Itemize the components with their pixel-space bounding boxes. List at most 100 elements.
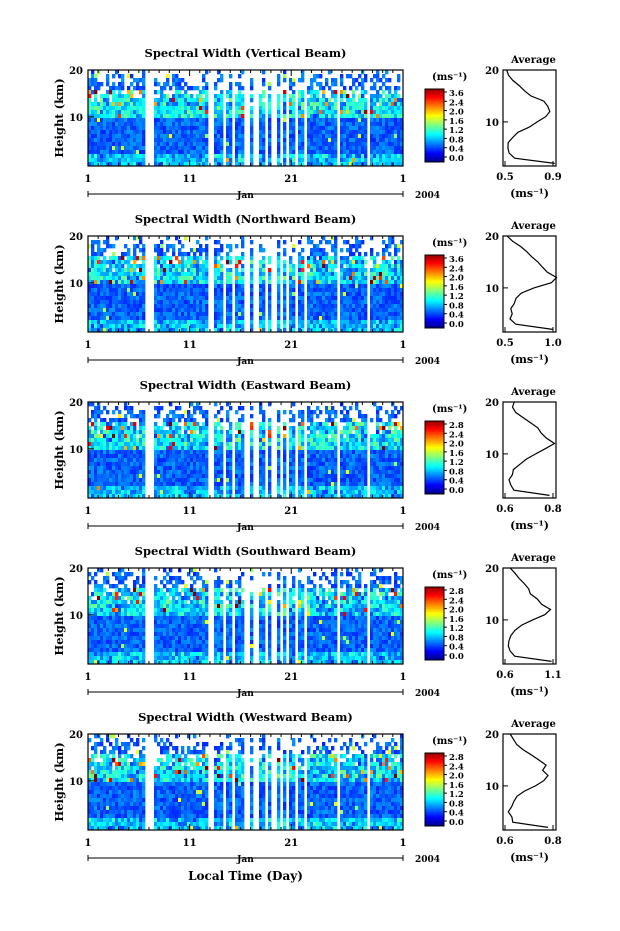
heatmap-cell	[190, 264, 194, 269]
heatmap-cell	[142, 324, 146, 329]
heatmap-cell	[118, 90, 122, 95]
heatmap-cell	[193, 466, 197, 471]
colorbar-segment	[425, 269, 444, 272]
heatmap-cell	[178, 324, 182, 329]
heatmap-cell	[115, 300, 119, 305]
heatmap-cell	[331, 82, 335, 87]
heatmap-cell	[109, 308, 113, 313]
heatmap-cell	[292, 130, 296, 135]
heatmap-cell	[157, 426, 161, 431]
heatmap-cell	[301, 272, 305, 277]
heatmap-cell	[298, 296, 302, 301]
heatmap-cell	[370, 122, 374, 127]
heatmap-cell	[382, 150, 386, 155]
heatmap-cell	[160, 450, 164, 455]
heatmap-cell	[196, 86, 200, 91]
heatmap-cell	[388, 158, 392, 163]
heatmap-cell	[88, 402, 92, 407]
heatmap-cell	[214, 154, 218, 159]
heatmap-cell	[193, 146, 197, 151]
heatmap-cell	[301, 74, 305, 79]
heatmap-cell	[100, 272, 104, 277]
heatmap-cell	[385, 292, 389, 297]
heatmap-cell	[334, 102, 338, 107]
heatmap-cell	[196, 450, 200, 455]
heatmap-cell	[334, 126, 338, 131]
heatmap-cell	[325, 324, 329, 329]
heatmap-cell	[250, 106, 254, 111]
heatmap-cell	[109, 486, 113, 491]
heatmap-cell	[400, 118, 404, 123]
heatmap-cell	[220, 316, 224, 321]
heatmap-cell	[109, 454, 113, 459]
heatmap-cell	[277, 470, 281, 475]
heatmap-cell	[133, 158, 137, 163]
heatmap-cell	[160, 296, 164, 301]
heatmap-cell	[259, 450, 263, 455]
heatmap-cell	[361, 126, 365, 131]
heatmap-cell	[220, 142, 224, 147]
heatmap-cell	[130, 74, 134, 79]
heatmap-cell	[226, 482, 230, 487]
heatmap-cell	[262, 276, 266, 281]
heatmap-cell	[391, 138, 395, 143]
heatmap-cell	[400, 110, 404, 115]
heatmap-cell	[109, 426, 113, 431]
heatmap-cell	[283, 410, 287, 415]
heatmap-cell	[394, 150, 398, 155]
heatmap-cell	[139, 280, 143, 285]
heatmap-cell	[370, 268, 374, 273]
heatmap-cell	[169, 256, 173, 261]
heatmap-cell	[172, 158, 176, 163]
heatmap-cell	[298, 438, 302, 443]
heatmap-cell	[205, 430, 209, 435]
heatmap-cell	[217, 450, 221, 455]
heatmap-cell	[97, 410, 101, 415]
heatmap-cell	[346, 304, 350, 309]
heatmap-cell	[130, 438, 134, 443]
heatmap-cell	[391, 284, 395, 289]
heatmap-cell	[118, 134, 122, 139]
heatmap-cell	[142, 288, 146, 293]
heatmap-cell	[97, 296, 101, 301]
heatmap-cell	[199, 406, 203, 411]
heatmap-cell	[292, 304, 296, 309]
heatmap-cell	[142, 410, 146, 415]
heatmap-cell	[175, 288, 179, 293]
heatmap-cell	[130, 478, 134, 483]
heatmap-cell	[154, 430, 158, 435]
heatmap-cell	[346, 256, 350, 261]
heatmap-cell	[259, 454, 263, 459]
heatmap-cell	[268, 280, 272, 285]
heatmap-cell	[289, 260, 293, 265]
heatmap-cell	[202, 446, 206, 451]
heatmap-cell	[127, 296, 131, 301]
heatmap-cell	[157, 320, 161, 325]
heatmap-cell	[142, 244, 146, 249]
heatmap-cell	[106, 280, 110, 285]
heatmap-cell	[190, 154, 194, 159]
heatmap-cell	[181, 494, 185, 499]
heatmap-cell	[388, 292, 392, 297]
heatmap-cell	[241, 110, 245, 115]
heatmap-cell	[169, 320, 173, 325]
heatmap-cell	[220, 74, 224, 79]
heatmap-cell	[322, 292, 326, 297]
heatmap-cell	[205, 410, 209, 415]
heatmap-cell	[346, 150, 350, 155]
profile-title: Average	[510, 55, 556, 66]
heatmap-cell	[196, 308, 200, 313]
heatmap-cell	[376, 130, 380, 135]
heatmap-cell	[175, 162, 179, 167]
heatmap-cell	[172, 276, 176, 281]
heatmap-cell	[349, 98, 353, 103]
heatmap-cell	[370, 324, 374, 329]
heatmap-cell	[112, 304, 116, 309]
heatmap-cell	[190, 276, 194, 281]
heatmap-cell	[319, 240, 323, 245]
heatmap-cell	[343, 268, 347, 273]
heatmap-cell	[190, 312, 194, 317]
heatmap-cell	[202, 86, 206, 91]
heatmap-cell	[226, 458, 230, 463]
heatmap-cell	[163, 450, 167, 455]
